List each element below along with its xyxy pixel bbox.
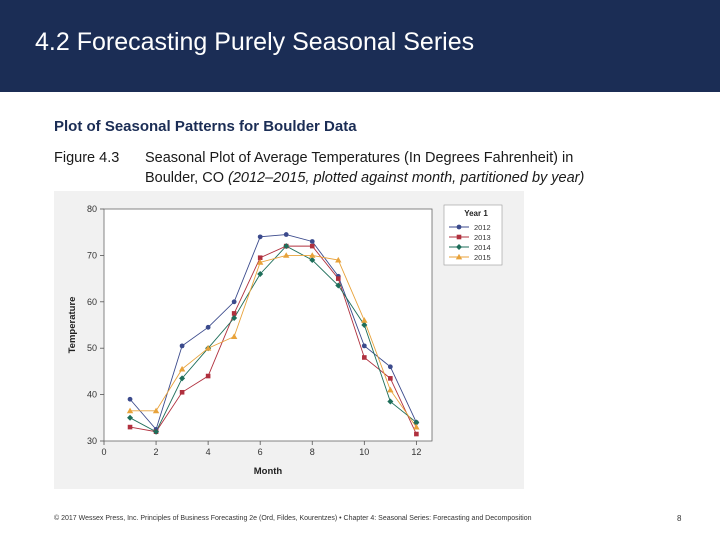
data-point-2014 [413, 419, 420, 426]
data-point-2012 [179, 343, 185, 349]
legend-entry-2015: 2015 [474, 253, 491, 262]
x-tick-label: 6 [258, 447, 263, 457]
legend-title: Year 1 [464, 209, 488, 218]
data-point-2012 [361, 343, 367, 349]
x-axis-label: Month [254, 466, 283, 477]
section-heading: Plot of Seasonal Patterns for Boulder Da… [54, 118, 357, 135]
data-point-2012 [257, 234, 263, 240]
y-tick-label: 70 [87, 250, 97, 260]
data-point-2015 [413, 423, 420, 430]
plot-area [103, 208, 433, 442]
series-line-2015 [130, 254, 417, 428]
footer-text: © 2017 Wessex Press, Inc. Principles of … [54, 515, 532, 522]
data-point-2014 [153, 428, 160, 435]
x-tick-label: 4 [206, 447, 211, 457]
data-point-2014 [335, 282, 342, 289]
data-point-2013 [179, 389, 185, 395]
data-point-2013 [127, 424, 133, 430]
x-tick-label: 12 [411, 447, 421, 457]
data-point-2014 [361, 322, 368, 328]
data-point-2015 [152, 407, 160, 414]
data-point-2014 [127, 414, 134, 421]
slide-title: 4.2 Forecasting Purely Seasonal Series [35, 28, 475, 56]
y-tick-label: 50 [87, 343, 97, 353]
data-point-2014 [387, 398, 394, 405]
data-point-2012 [387, 364, 393, 370]
data-point-2013 [414, 431, 419, 437]
page-number: 8 [677, 514, 682, 523]
series-line-2014 [129, 245, 417, 433]
series-line-2012 [129, 234, 417, 431]
data-point-2015 [204, 345, 212, 351]
data-point-2015 [387, 386, 394, 393]
seasonal-chart: 0 2 4 6 8 10 12 30 40 50 60 70 80 Month Temperature … [54, 191, 524, 489]
data-point-2014 [283, 243, 290, 250]
series-line-2013 [129, 245, 417, 435]
data-point-2014 [179, 375, 186, 382]
data-point-2013 [309, 243, 315, 249]
data-point-2013 [231, 311, 237, 316]
data-point-2015 [178, 365, 186, 372]
data-point-2015 [126, 407, 134, 414]
legend-entry-2012: 2012 [474, 223, 491, 232]
data-point-2014 [257, 270, 264, 277]
x-tick-label: 8 [310, 447, 315, 457]
data-point-2014 [231, 315, 238, 322]
data-point-2012 [231, 299, 237, 305]
data-point-2015 [256, 259, 264, 265]
y-tick-label: 60 [87, 297, 97, 307]
figure-number: Figure 4.3 [54, 150, 120, 166]
caption-location: Boulder, CO [145, 170, 224, 186]
data-point-2013 [205, 373, 211, 379]
data-point-2015 [283, 252, 290, 258]
y-tick-label: 30 [87, 436, 97, 446]
data-point-2014 [309, 257, 316, 264]
legend-swatch-marker [456, 244, 462, 250]
legend-swatch-marker [456, 224, 462, 230]
legend-box [443, 204, 503, 266]
data-point-2013 [362, 355, 367, 360]
legend-swatch-marker [456, 234, 462, 240]
y-tick-label: 40 [87, 390, 97, 400]
y-tick-label: 80 [87, 204, 97, 214]
legend-entry-2014: 2014 [474, 243, 491, 252]
data-point-2015 [361, 317, 368, 323]
legend-swatch-marker [455, 253, 463, 260]
data-point-2012 [309, 239, 315, 244]
data-point-2013 [388, 376, 393, 381]
caption-range: (2012–2015, plotted against month, parti… [224, 170, 585, 186]
data-point-2012 [127, 396, 133, 402]
data-point-2012 [205, 324, 211, 330]
x-tick-label: 10 [359, 447, 369, 457]
caption-line-1: Seasonal Plot of Average Temperatures (I… [145, 150, 574, 166]
header-bar [0, 0, 720, 92]
data-point-2015 [335, 256, 342, 263]
legend-entry-2013: 2013 [474, 233, 491, 242]
data-point-2013 [335, 276, 341, 281]
y-axis-label: Temperature [67, 297, 78, 354]
figure-caption-text: Seasonal Plot of Average Temperatures (I… [145, 148, 685, 188]
x-tick-label: 2 [154, 447, 159, 457]
data-point-2015 [309, 252, 316, 258]
data-point-2015 [230, 333, 238, 339]
data-point-2013 [257, 255, 263, 261]
x-tick-label: 0 [101, 447, 106, 457]
data-point-2012 [283, 232, 289, 237]
caption-line-2: Boulder, CO (2012–2015, plotted against … [145, 168, 685, 188]
